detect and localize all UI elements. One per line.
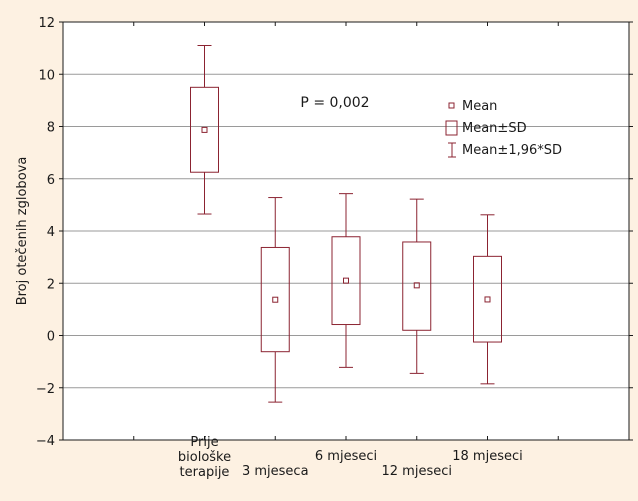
x-tick-label: 18 mjeseci — [452, 449, 522, 464]
y-axis-label: Broj otečenih zglobova — [15, 157, 30, 306]
x-axis-labels: Prije biološke terapije 3 mjeseca 6 mjeseci 1… — [178, 435, 523, 480]
box-group — [331, 193, 361, 368]
sd-box — [331, 236, 361, 326]
y-tick-label: 8 — [47, 121, 55, 136]
box-group — [260, 197, 290, 403]
box-group — [473, 214, 502, 385]
x-tick-label: 3 mjeseca — [242, 464, 309, 479]
mean-marker — [272, 296, 279, 303]
mean-marker — [343, 277, 349, 284]
legend-whisker-symbol — [448, 142, 456, 158]
x-tick-marks — [133, 22, 559, 440]
y-axis-ticks: −4 −2 0 2 4 6 8 10 12 — [36, 16, 633, 449]
legend-mean-symbol — [448, 102, 455, 109]
sd-box — [402, 241, 432, 331]
box-group — [402, 198, 432, 374]
legend-box-symbol — [445, 120, 458, 136]
mean-marker — [413, 282, 420, 289]
y-tick-label: 0 — [47, 330, 55, 345]
mean-marker — [201, 126, 208, 133]
legend-mean-label: Mean — [462, 99, 497, 114]
box-series — [190, 45, 502, 403]
p-value-annotation: P = 0,002 — [300, 95, 369, 111]
sd-box — [190, 86, 219, 173]
legend: Mean Mean±SD Mean±1,96*SD — [445, 99, 562, 158]
x-tick-label: Prije biološke terapije — [178, 435, 231, 480]
y-tick-label: 4 — [47, 225, 55, 240]
x-tick-label: 6 mjeseci — [315, 449, 377, 464]
x-tick-label-line: biološke — [178, 450, 231, 465]
sd-box — [260, 246, 290, 353]
x-tick-label-line: Prije — [190, 435, 218, 450]
y-tick-label: −4 — [36, 434, 55, 449]
legend-whisker-label: Mean±1,96*SD — [462, 143, 562, 158]
x-tick-label: 12 mjeseci — [382, 464, 452, 479]
y-tick-label: 2 — [47, 277, 55, 292]
x-tick-label-line: terapije — [180, 465, 230, 480]
legend-box-label: Mean±SD — [462, 121, 527, 136]
box-group — [190, 45, 219, 215]
sd-box — [473, 255, 502, 343]
y-tick-label: −2 — [36, 382, 55, 397]
y-tick-label: 10 — [38, 68, 55, 83]
y-tick-label: 6 — [47, 173, 55, 188]
mean-marker — [484, 296, 491, 303]
y-tick-label: 12 — [38, 16, 55, 31]
